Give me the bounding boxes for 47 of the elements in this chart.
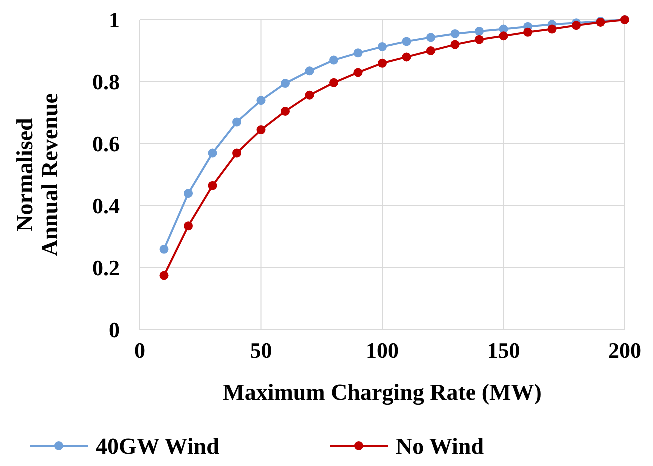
x-tick-label: 0 [134,338,146,363]
point [160,271,169,280]
point [256,96,266,106]
y-tick-label: 0.6 [92,132,120,157]
point [184,222,193,231]
point [232,118,242,127]
point [378,58,387,68]
point [281,106,290,116]
point [450,40,460,50]
x-tick-label: 100 [366,338,399,363]
point [450,29,460,38]
point [572,21,581,30]
x-tick-label: 200 [608,338,642,363]
point [160,244,169,254]
point [330,56,338,65]
point [208,148,218,158]
y-tick-label: 1 [109,8,120,33]
y-tick-label: 0.2 [92,256,120,281]
point [354,48,363,58]
point [402,37,412,46]
point [184,189,193,198]
point [402,52,412,62]
x-axis-title: Maximum Charging Rate (MW) [223,380,542,406]
point [524,28,532,37]
point [475,35,484,44]
point [208,181,218,190]
point [548,24,557,34]
point [378,42,387,52]
point [475,26,484,36]
point [330,78,338,88]
y-tick-label: 0.4 [92,194,120,219]
y-axis-title: Normalised Annual Revenue [12,94,63,256]
point [256,126,266,135]
point [305,90,314,100]
point [281,79,290,88]
point [354,68,363,78]
point [232,148,242,158]
legend-label: No Wind [396,434,484,459]
y-tick-label: 0 [109,318,120,343]
point [426,46,436,56]
legend-label: 40GW Wind [96,434,220,459]
point [305,66,314,76]
x-tick-label: 50 [250,338,272,363]
y-tick-label: 0.8 [92,70,120,95]
point [426,33,436,42]
point [499,32,508,41]
x-tick-label: 150 [487,338,520,363]
